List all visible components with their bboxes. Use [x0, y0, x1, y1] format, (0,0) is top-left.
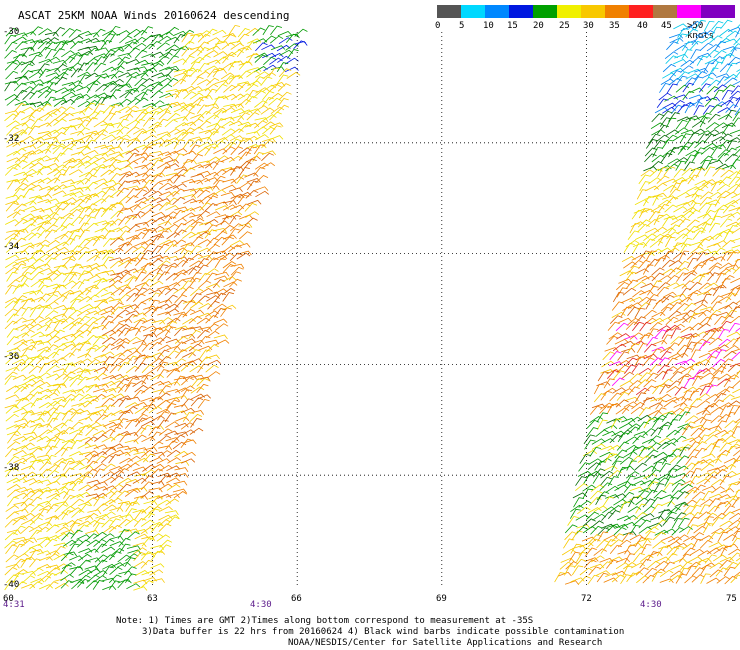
lat-label: -34: [3, 242, 20, 252]
lon-label: 69: [436, 594, 447, 604]
colorbar-swatch: [557, 5, 581, 18]
colorbar-label: 45: [661, 21, 672, 31]
time-label: 4:31: [3, 600, 25, 610]
lon-label: 60: [3, 594, 14, 604]
lat-label: -38: [3, 463, 20, 473]
colorbar-swatch: [581, 5, 605, 18]
colorbar-swatch: [653, 5, 677, 18]
map-title: ASCAT 25KM NOAA Winds 20160624 descendin…: [18, 9, 290, 22]
colorbar-swatch: [533, 5, 557, 18]
note-line-1: Note: 1) Times are GMT 2)Times along bot…: [116, 616, 534, 626]
colorbar-label: 40: [637, 21, 648, 31]
colorbar-label: 20: [533, 21, 544, 31]
lat-label: -30: [3, 27, 20, 37]
lat-label: -36: [3, 352, 20, 362]
footnotes: Note: 1) Times are GMT 2)Times along bot…: [116, 616, 624, 649]
colorbar-swatch: [605, 5, 629, 18]
colorbar-swatch: [677, 5, 701, 18]
wind-barbs: [4, 19, 740, 591]
lat-lon-grid: [8, 32, 731, 586]
lat-label: -32: [3, 134, 20, 144]
lon-label: 75: [726, 594, 737, 604]
colorbar-swatch: [701, 5, 735, 18]
colorbar-swatch: [437, 5, 461, 18]
colorbar-label: >50 knots: [687, 21, 715, 41]
lat-label: -40: [3, 580, 20, 590]
colorbar-swatch: [485, 5, 509, 18]
lon-label: 66: [291, 594, 302, 604]
time-label: 4:30: [250, 600, 272, 610]
note-line-2: 3)Data buffer is 22 hrs from 20160624 4)…: [142, 627, 625, 637]
note-line-3: NOAA/NESDIS/Center for Satellite Applica…: [288, 638, 603, 648]
colorbar-label: 25: [559, 21, 570, 31]
colorbar-swatch: [461, 5, 485, 18]
colorbar-label: 15: [507, 21, 518, 31]
colorbar-label: 0: [435, 21, 441, 31]
colorbar-label: 30: [583, 21, 594, 31]
colorbar-label: 5: [459, 21, 465, 31]
lon-label: 63: [147, 594, 158, 604]
colorbar-label: 35: [609, 21, 620, 31]
colorbar-label: 10: [483, 21, 494, 31]
time-label: 4:30: [640, 600, 662, 610]
colorbar-swatch: [629, 5, 653, 18]
lon-label: 72: [581, 594, 592, 604]
colorbar-swatch: [509, 5, 533, 18]
